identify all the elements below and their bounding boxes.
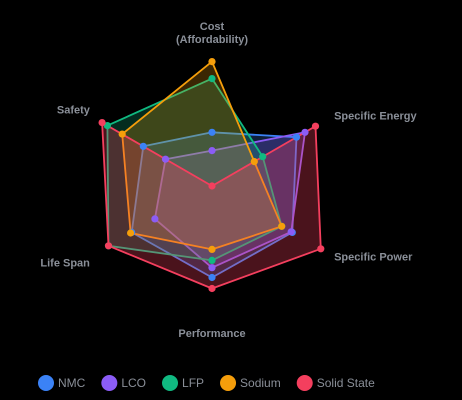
- axis-label-cost: Cost (Affordability): [176, 21, 248, 46]
- data-point-lfp-specific-energy[interactable]: [259, 153, 267, 161]
- data-point-solid-state-specific-power[interactable]: [317, 245, 325, 253]
- legend-label-lco: LCO: [121, 376, 146, 390]
- legend-item-lfp[interactable]: LFP: [162, 375, 204, 391]
- legend[interactable]: NMC LCO LFP Sodium Solid State: [38, 375, 375, 391]
- data-point-lco-performance[interactable]: [208, 264, 216, 272]
- legend-label-lfp: LFP: [182, 376, 204, 390]
- series-areas: [101, 60, 322, 290]
- data-point-solid-state-safety[interactable]: [98, 119, 106, 127]
- data-point-sodium-performance[interactable]: [208, 245, 216, 253]
- data-point-sodium-life-span[interactable]: [127, 229, 135, 237]
- data-point-sodium-specific-power[interactable]: [278, 222, 286, 230]
- legend-swatch-nmc: [38, 375, 54, 391]
- legend-swatch-lco: [101, 375, 118, 391]
- legend-label-nmc: NMC: [58, 376, 86, 390]
- legend-item-solid-state[interactable]: Solid State: [296, 375, 375, 391]
- data-point-nmc-safety[interactable]: [139, 142, 147, 150]
- legend-label-sodium: Sodium: [240, 376, 281, 390]
- legend-swatch-sodium: [220, 375, 237, 391]
- data-point-sodium-cost[interactable]: [208, 58, 216, 66]
- data-point-lco-specific-energy[interactable]: [301, 128, 309, 136]
- data-point-lfp-safety[interactable]: [103, 122, 111, 130]
- axis-labels: Cost (Affordability) Specific Energy Specif…: [40, 21, 417, 340]
- legend-label-solid-state: Solid State: [317, 376, 375, 390]
- data-point-lco-life-span[interactable]: [151, 215, 159, 223]
- axis-label-performance: Performance: [178, 328, 245, 340]
- data-point-nmc-performance[interactable]: [208, 273, 216, 282]
- axis-label-safety: Safety: [57, 105, 91, 117]
- data-point-solid-state-cost[interactable]: [208, 182, 216, 190]
- legend-item-sodium[interactable]: Sodium: [220, 375, 281, 391]
- series-points: [98, 58, 325, 293]
- data-point-solid-state-life-span[interactable]: [104, 242, 113, 250]
- data-point-sodium-safety[interactable]: [118, 130, 126, 138]
- legend-item-nmc[interactable]: NMC: [38, 375, 86, 391]
- data-point-nmc-cost[interactable]: [208, 128, 216, 136]
- legend-swatch-lfp: [162, 375, 179, 391]
- data-point-lfp-performance[interactable]: [208, 256, 216, 264]
- data-point-lfp-cost[interactable]: [208, 75, 216, 83]
- legend-swatch-solid-state: [296, 375, 313, 391]
- axis-label-life-span: Life Span: [40, 258, 90, 270]
- data-point-lco-cost[interactable]: [208, 147, 216, 155]
- data-point-lco-specific-power[interactable]: [287, 228, 295, 236]
- legend-item-lco[interactable]: LCO: [101, 375, 146, 391]
- data-point-nmc-specific-energy[interactable]: [292, 133, 301, 141]
- data-point-solid-state-performance[interactable]: [208, 284, 216, 293]
- data-point-sodium-specific-energy[interactable]: [250, 158, 258, 166]
- data-point-lco-safety[interactable]: [161, 155, 170, 163]
- data-point-solid-state-specific-energy[interactable]: [311, 122, 320, 130]
- axis-label-specific-energy: Specific Energy: [334, 111, 417, 123]
- axis-label-specific-power: Specific Power: [334, 252, 413, 264]
